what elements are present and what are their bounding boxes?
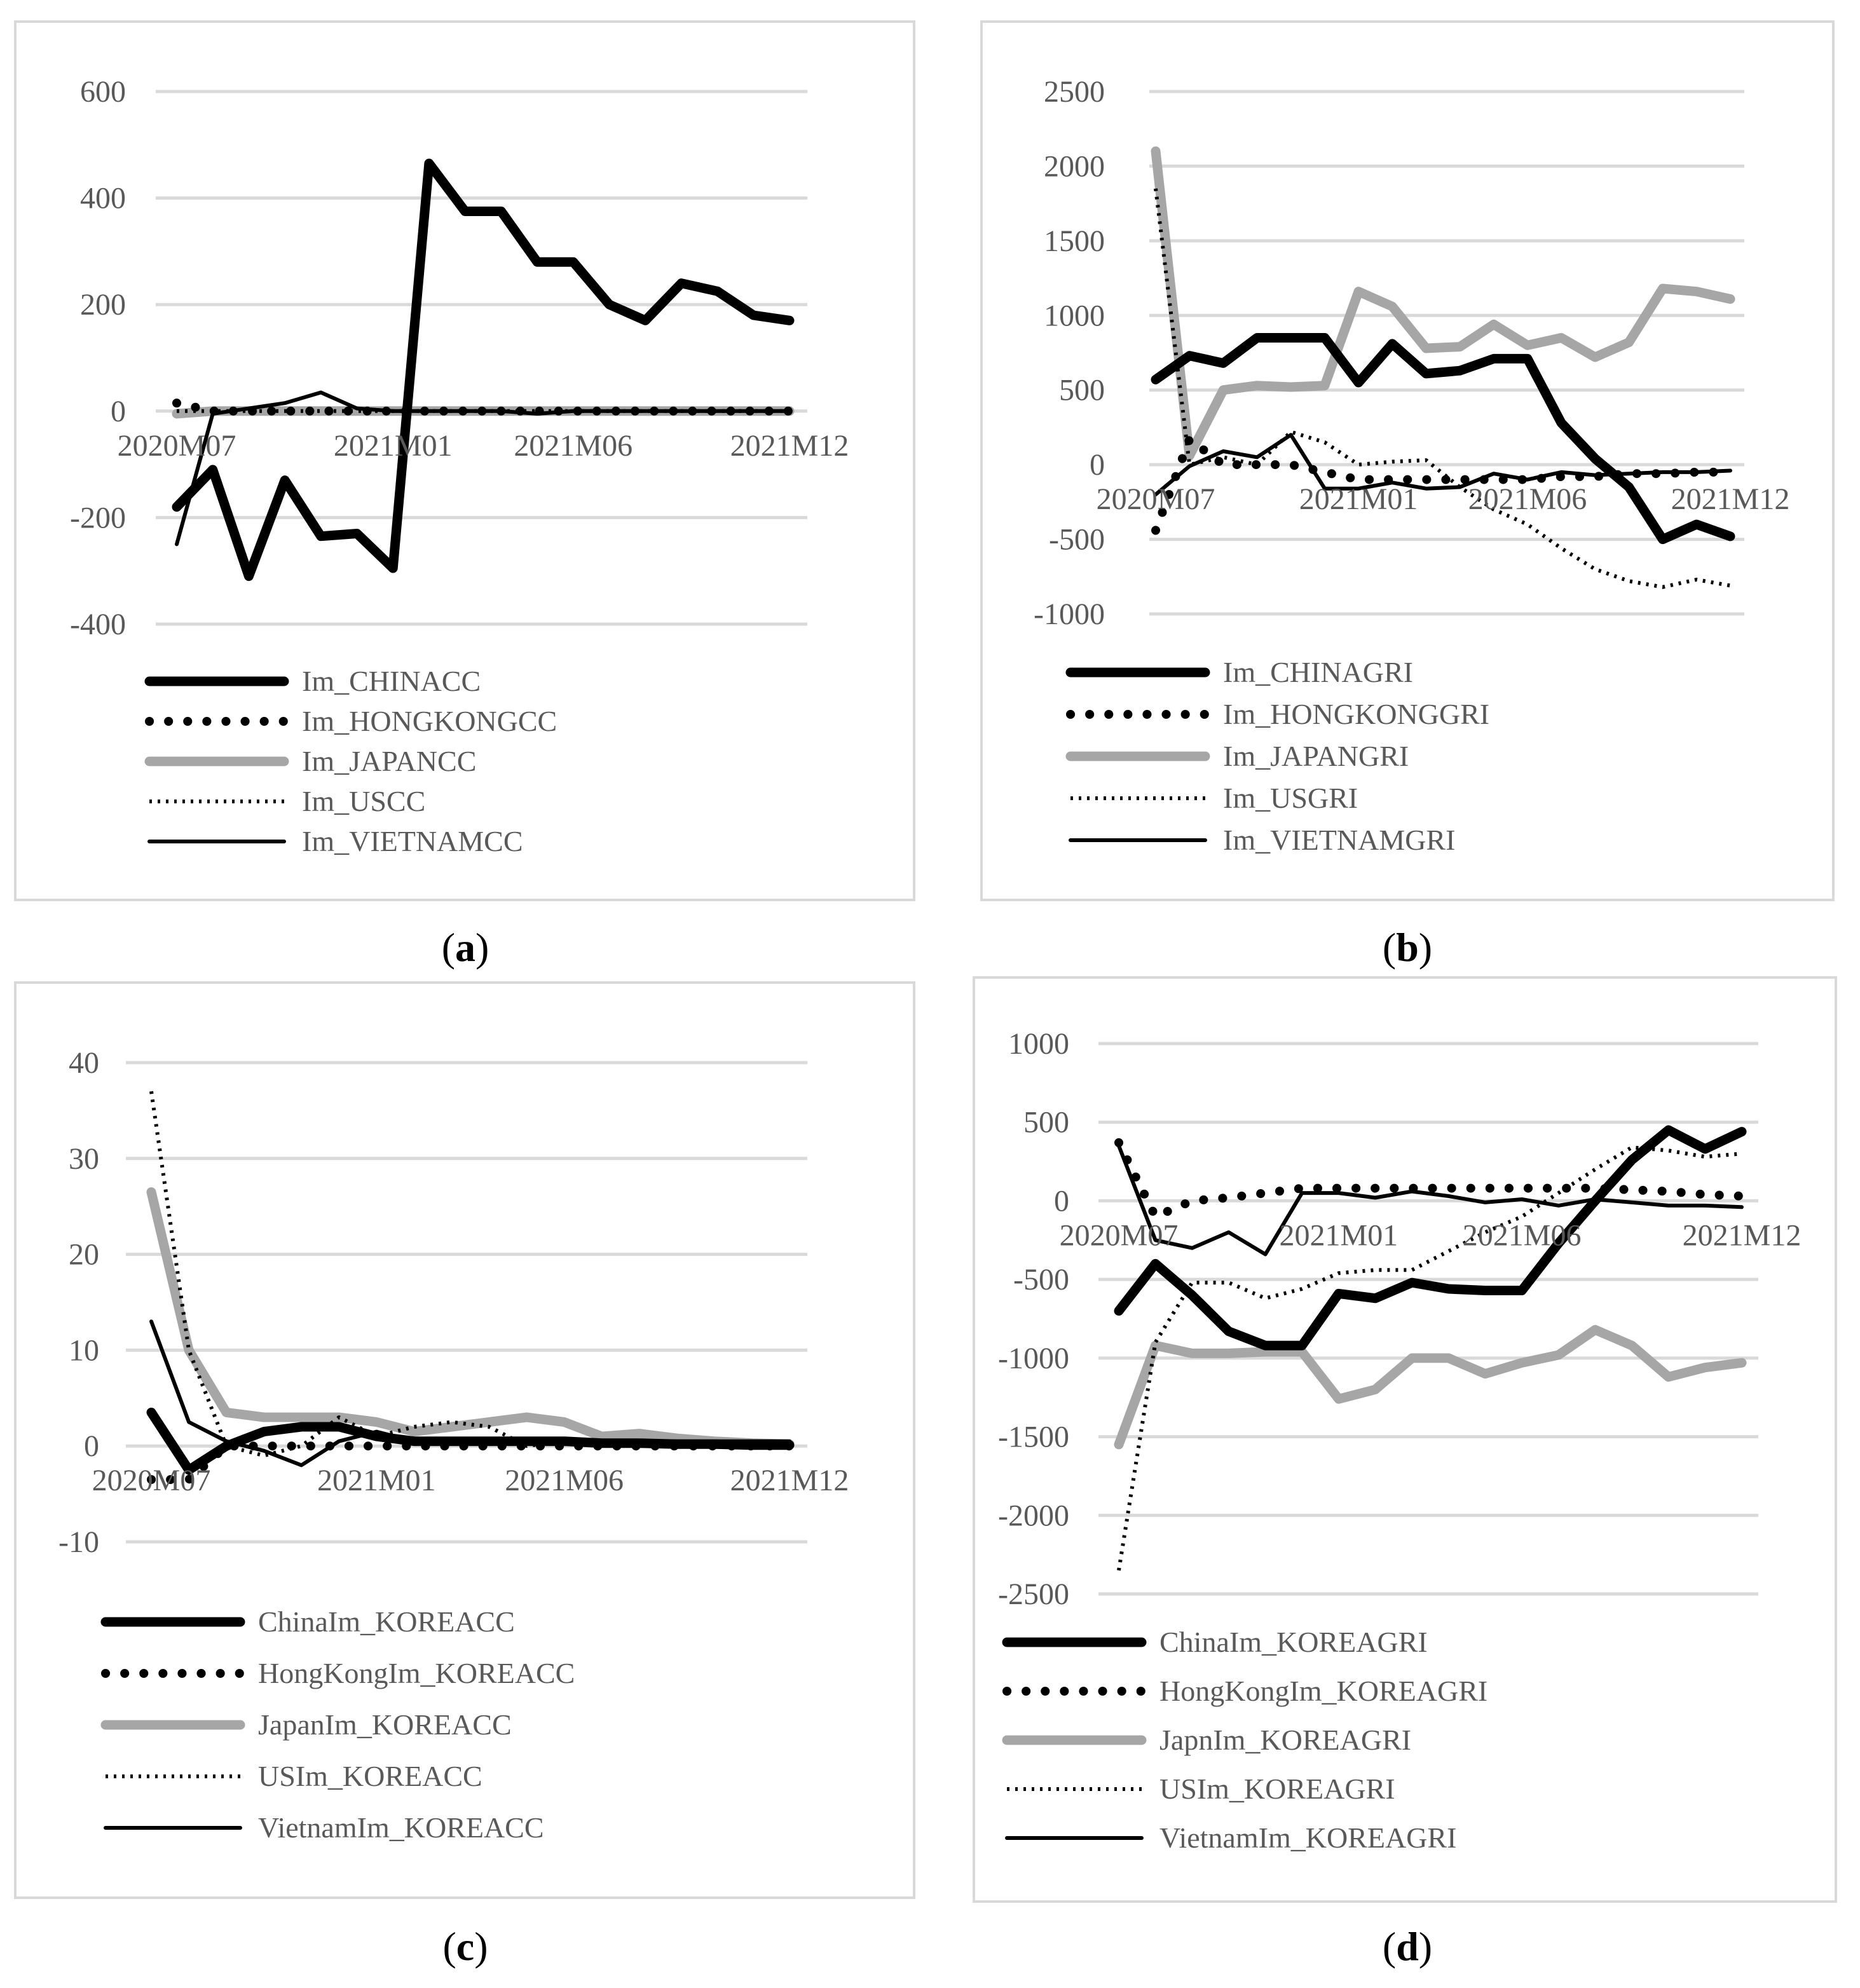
legend-label: Im_JAPANCC — [302, 745, 476, 777]
series-line-USIm_KOREACC — [149, 1091, 790, 1458]
series-line-ChinaIm_KOREACC — [146, 1407, 795, 1475]
legend-label: VietnamIm_KOREAGRI — [1159, 1821, 1456, 1854]
chart-panel-b: 2500 2000 1500 1000 500 0 -500 -1000 2020M07 2021… — [1034, 75, 1789, 856]
series-line-Im_CHINACC — [172, 158, 795, 582]
y-tick-label: 2000 — [1044, 149, 1105, 183]
y-tick-label: 0 — [84, 1429, 99, 1463]
x-tick-label: 2021M01 — [334, 429, 453, 463]
y-tick-label: 500 — [1059, 374, 1105, 407]
series-line-VietnamIm_KOREAGRI — [1117, 1143, 1744, 1256]
legend-label: USIm_KOREAGRI — [1159, 1773, 1395, 1805]
chart-panel-a: 600 400 200 0 -200 -400 2020M07 2021M01 2021M06 2… — [70, 75, 849, 857]
legend-label: Im_CHINACC — [302, 665, 481, 697]
series-line-JapanIm_KOREACC — [146, 1187, 795, 1449]
y-tick-label: -500 — [1013, 1263, 1069, 1297]
chart-panel-d: 1000 500 0 -500 -1000 -1500 -2000 -2500 2020M07 2… — [998, 1027, 1801, 1854]
x-tick-label: 2021M01 — [1299, 482, 1418, 516]
y-tick-label: 1000 — [1044, 299, 1105, 332]
y-tick-label: 1000 — [1008, 1027, 1069, 1061]
x-tick-label: 2021M12 — [730, 429, 849, 463]
caption-c: (c) — [442, 1924, 488, 1969]
y-tick-label: 20 — [69, 1238, 99, 1272]
series-line-USIm_KOREAGRI — [1117, 1145, 1742, 1571]
legend-label: Im_HONGKONGGRI — [1223, 698, 1489, 730]
legend-label: JapanIm_KOREACC — [258, 1708, 512, 1741]
y-tick-label: -200 — [70, 501, 126, 534]
y-tick-label: 0 — [1054, 1184, 1069, 1218]
y-tick-label: 500 — [1023, 1106, 1069, 1140]
y-tick-label: 40 — [69, 1046, 99, 1080]
legend-label: Im_USGRI — [1223, 782, 1358, 814]
x-tick-label: 2021M06 — [505, 1464, 624, 1497]
y-tick-label: 2500 — [1044, 75, 1105, 109]
series-line-HongKongIm_KOREAGRI — [1114, 1138, 1746, 1222]
y-tick-label: -1000 — [1034, 597, 1105, 631]
x-tick-label: 2021M06 — [1468, 482, 1587, 516]
legend-label: JapnIm_KOREAGRI — [1159, 1724, 1411, 1756]
y-tick-label: -1500 — [998, 1420, 1069, 1454]
panel-d-frame — [973, 976, 1837, 1903]
y-tick-label: 400 — [80, 182, 126, 215]
legend-label: Im_VIETNAMCC — [302, 825, 523, 857]
x-tick-label: 2021M06 — [514, 429, 633, 463]
y-tick-label: 600 — [80, 75, 126, 109]
x-tick-label: 2021M12 — [1683, 1218, 1802, 1252]
chart-panel-c: 40 30 20 10 0 -10 2020M07 2021M01 2021M06 2021M12… — [58, 1046, 849, 1844]
series-line-Im_HONGKONGCC — [172, 398, 794, 416]
x-tick-label: 2021M06 — [1463, 1218, 1582, 1252]
x-tick-label: 2021M01 — [1280, 1218, 1398, 1252]
series-line-ChinaIm_KOREAGRI — [1114, 1125, 1747, 1351]
series-line-HongKongIm_KOREACC — [147, 1441, 794, 1484]
y-tick-label: -10 — [58, 1525, 99, 1559]
legend-label: VietnamIm_KOREACC — [258, 1811, 544, 1844]
x-tick-label: 2020M07 — [92, 1464, 211, 1497]
series-line-Im_CHINAGRI — [1151, 333, 1735, 545]
x-tick-label: 2020M07 — [1097, 482, 1215, 516]
legend-label: ChinaIm_KOREACC — [258, 1605, 515, 1638]
legend-label: USIm_KOREACC — [258, 1760, 482, 1792]
caption-a: (a) — [442, 925, 489, 970]
y-tick-label: -2500 — [998, 1577, 1069, 1611]
series-line-Im_HONGKONGGRI — [1151, 435, 1735, 535]
x-tick-label: 2020M07 — [118, 429, 236, 463]
legend-label: Im_VIETNAMGRI — [1223, 824, 1455, 856]
y-tick-label: 0 — [1090, 448, 1105, 482]
legend-label: HongKongIm_KOREAGRI — [1159, 1675, 1487, 1707]
y-tick-label: 1500 — [1044, 224, 1105, 258]
caption-d: (d) — [1383, 1924, 1432, 1969]
y-tick-label: 200 — [80, 288, 126, 322]
y-tick-label: 10 — [69, 1333, 99, 1367]
y-tick-label: -2000 — [998, 1499, 1069, 1532]
legend-label: ChinaIm_KOREAGRI — [1159, 1626, 1428, 1658]
x-tick-label: 2021M12 — [730, 1464, 849, 1497]
series-line-Im_JAPANGRI — [1151, 146, 1735, 461]
legend-label: Im_USCC — [302, 785, 425, 817]
y-tick-label: 0 — [111, 395, 126, 428]
y-tick-label: -400 — [70, 608, 126, 641]
x-tick-label: 2021M01 — [317, 1464, 436, 1497]
caption-b: (b) — [1383, 925, 1432, 970]
x-tick-label: 2020M07 — [1060, 1218, 1179, 1252]
y-tick-label: 30 — [69, 1142, 99, 1176]
legend-label: Im_HONGKONGCC — [302, 705, 557, 737]
y-tick-label: -1000 — [998, 1342, 1069, 1375]
legend-label: Im_CHINAGRI — [1223, 656, 1413, 688]
legend-label: Im_JAPANGRI — [1223, 740, 1409, 772]
legend-label: HongKongIm_KOREACC — [258, 1657, 575, 1689]
series-line-JapnIm_KOREAGRI — [1114, 1324, 1747, 1450]
x-tick-label: 2021M12 — [1671, 482, 1790, 516]
panel-a-frame — [14, 20, 915, 901]
y-tick-label: -500 — [1049, 523, 1105, 557]
